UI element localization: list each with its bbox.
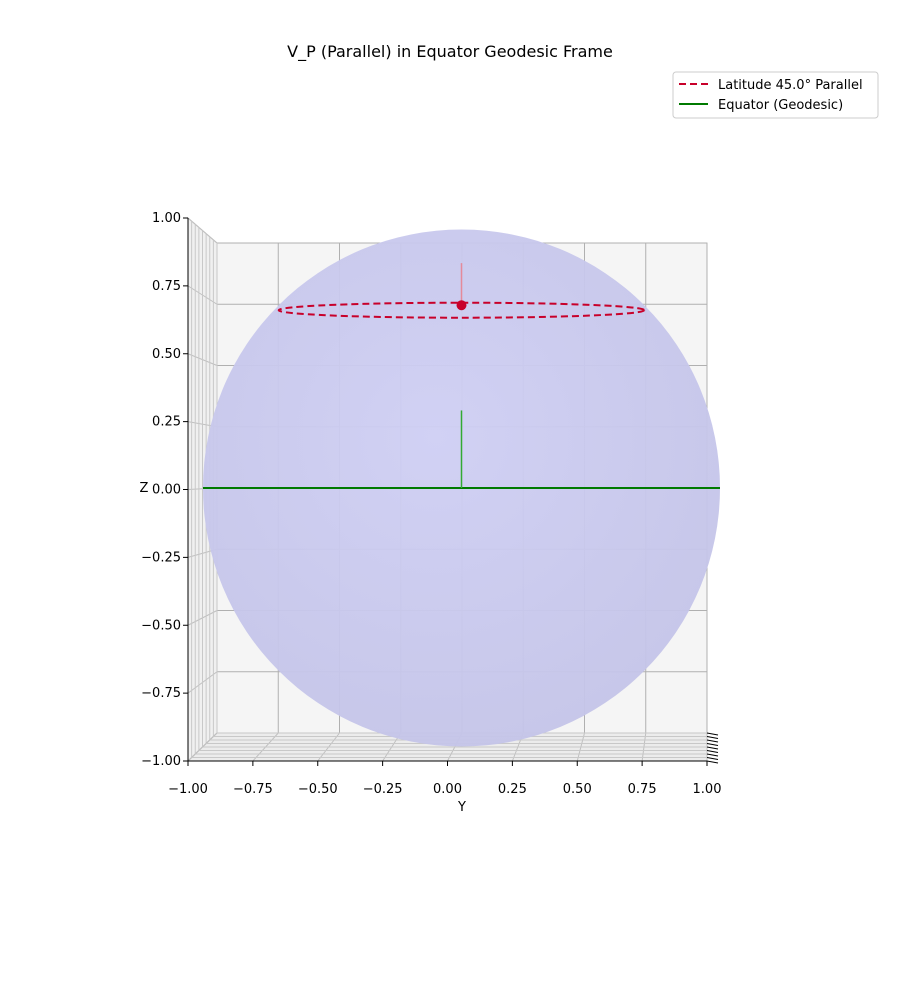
z-tick-label-3: −0.25: [141, 550, 181, 565]
y-ticks: −1.00 −0.75 −0.50 −0.25 0.00 0.25 0.50 0.75 1.00: [168, 761, 721, 797]
z-tick-label-1: −0.75: [141, 686, 181, 701]
x-axis-depth-ticks: [706, 732, 719, 764]
y-tick-label-8: 1.00: [693, 782, 722, 797]
x-tick-mark-3: [706, 743, 719, 746]
y-tick-label-0: −1.00: [168, 782, 208, 797]
x-tick-mark-2: [706, 739, 719, 743]
y-tick-label-4: 0.00: [433, 782, 462, 797]
left-grid: [187, 217, 218, 762]
legend-label-equator: Equator (Geodesic): [718, 98, 843, 113]
y-tick-label-5: 0.25: [498, 782, 527, 797]
x-tick-mark-7: [706, 757, 719, 760]
x-tick-mark-8: [706, 760, 719, 764]
chart-title: V_P (Parallel) in Equator Geodesic Frame: [287, 42, 613, 62]
x-tick-mark-5: [706, 750, 719, 753]
legend-label-parallel: Latitude 45.0° Parallel: [718, 78, 863, 93]
legend-box: [672, 71, 879, 119]
z-axis-label: Z: [140, 481, 149, 496]
z-tick-label-7: 0.75: [152, 279, 181, 294]
series-layer: [203, 263, 720, 489]
y-tick-label-6: 0.50: [563, 782, 592, 797]
parallel-point-marker: [456, 300, 467, 311]
z-tick-label-4: 0.00: [152, 483, 181, 498]
z-tick-label-8: 1.00: [152, 211, 181, 226]
x-tick-mark-1: [706, 736, 719, 739]
x-tick-mark-6: [706, 753, 719, 757]
z-tick-label-2: −0.50: [141, 618, 181, 633]
y-tick-label-1: −0.75: [233, 782, 273, 797]
y-axis-label: Y: [457, 800, 466, 815]
z-tick-label-6: 0.50: [152, 347, 181, 362]
x-tick-mark-4: [706, 746, 719, 750]
legend: Latitude 45.0° Parallel Equator (Geodesi…: [672, 71, 879, 119]
y-tick-label-7: 0.75: [628, 782, 657, 797]
z-tick-label-0: −1.00: [141, 754, 181, 769]
x-tick-mark-0: [706, 732, 719, 736]
y-tick-label-3: −0.25: [363, 782, 403, 797]
z-ticks: −1.00 −0.75 −0.50 −0.25 0.00 0.25 0.50 0.75 1.00: [141, 211, 188, 769]
z-tick-label-5: 0.25: [152, 415, 181, 430]
y-tick-label-2: −0.50: [298, 782, 338, 797]
